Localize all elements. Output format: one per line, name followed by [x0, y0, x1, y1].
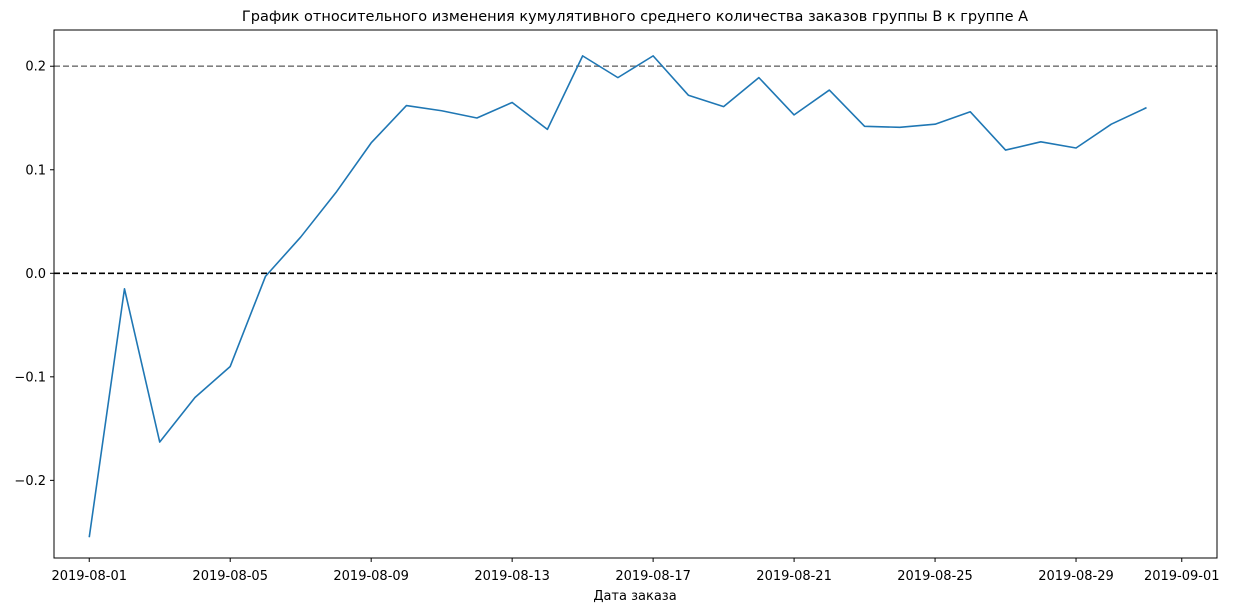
chart-title: График относительного изменения кумуляти…	[242, 9, 1028, 25]
y-tick-label: 0.0	[25, 267, 46, 282]
x-tick-label: 2019-08-17	[615, 569, 691, 584]
y-tick-label: 0.2	[25, 60, 46, 75]
x-tick-label: 2019-08-01	[51, 569, 127, 584]
series-line	[88, 55, 1147, 538]
x-tick-label: 2019-09-01	[1144, 569, 1220, 584]
x-tick-label: 2019-08-13	[474, 569, 550, 584]
x-tick-label: 2019-08-21	[756, 569, 832, 584]
x-axis-label: Дата заказа	[593, 589, 676, 604]
x-tick-label: 2019-08-05	[192, 569, 268, 584]
y-tick-label: −0.2	[14, 474, 46, 489]
x-tick-label: 2019-08-25	[897, 569, 973, 584]
y-tick-label: −0.1	[14, 370, 46, 385]
plot-frame	[53, 29, 1218, 559]
y-tick-label: 0.1	[25, 163, 46, 178]
x-tick-label: 2019-08-29	[1038, 569, 1114, 584]
x-tick-label: 2019-08-09	[333, 569, 409, 584]
